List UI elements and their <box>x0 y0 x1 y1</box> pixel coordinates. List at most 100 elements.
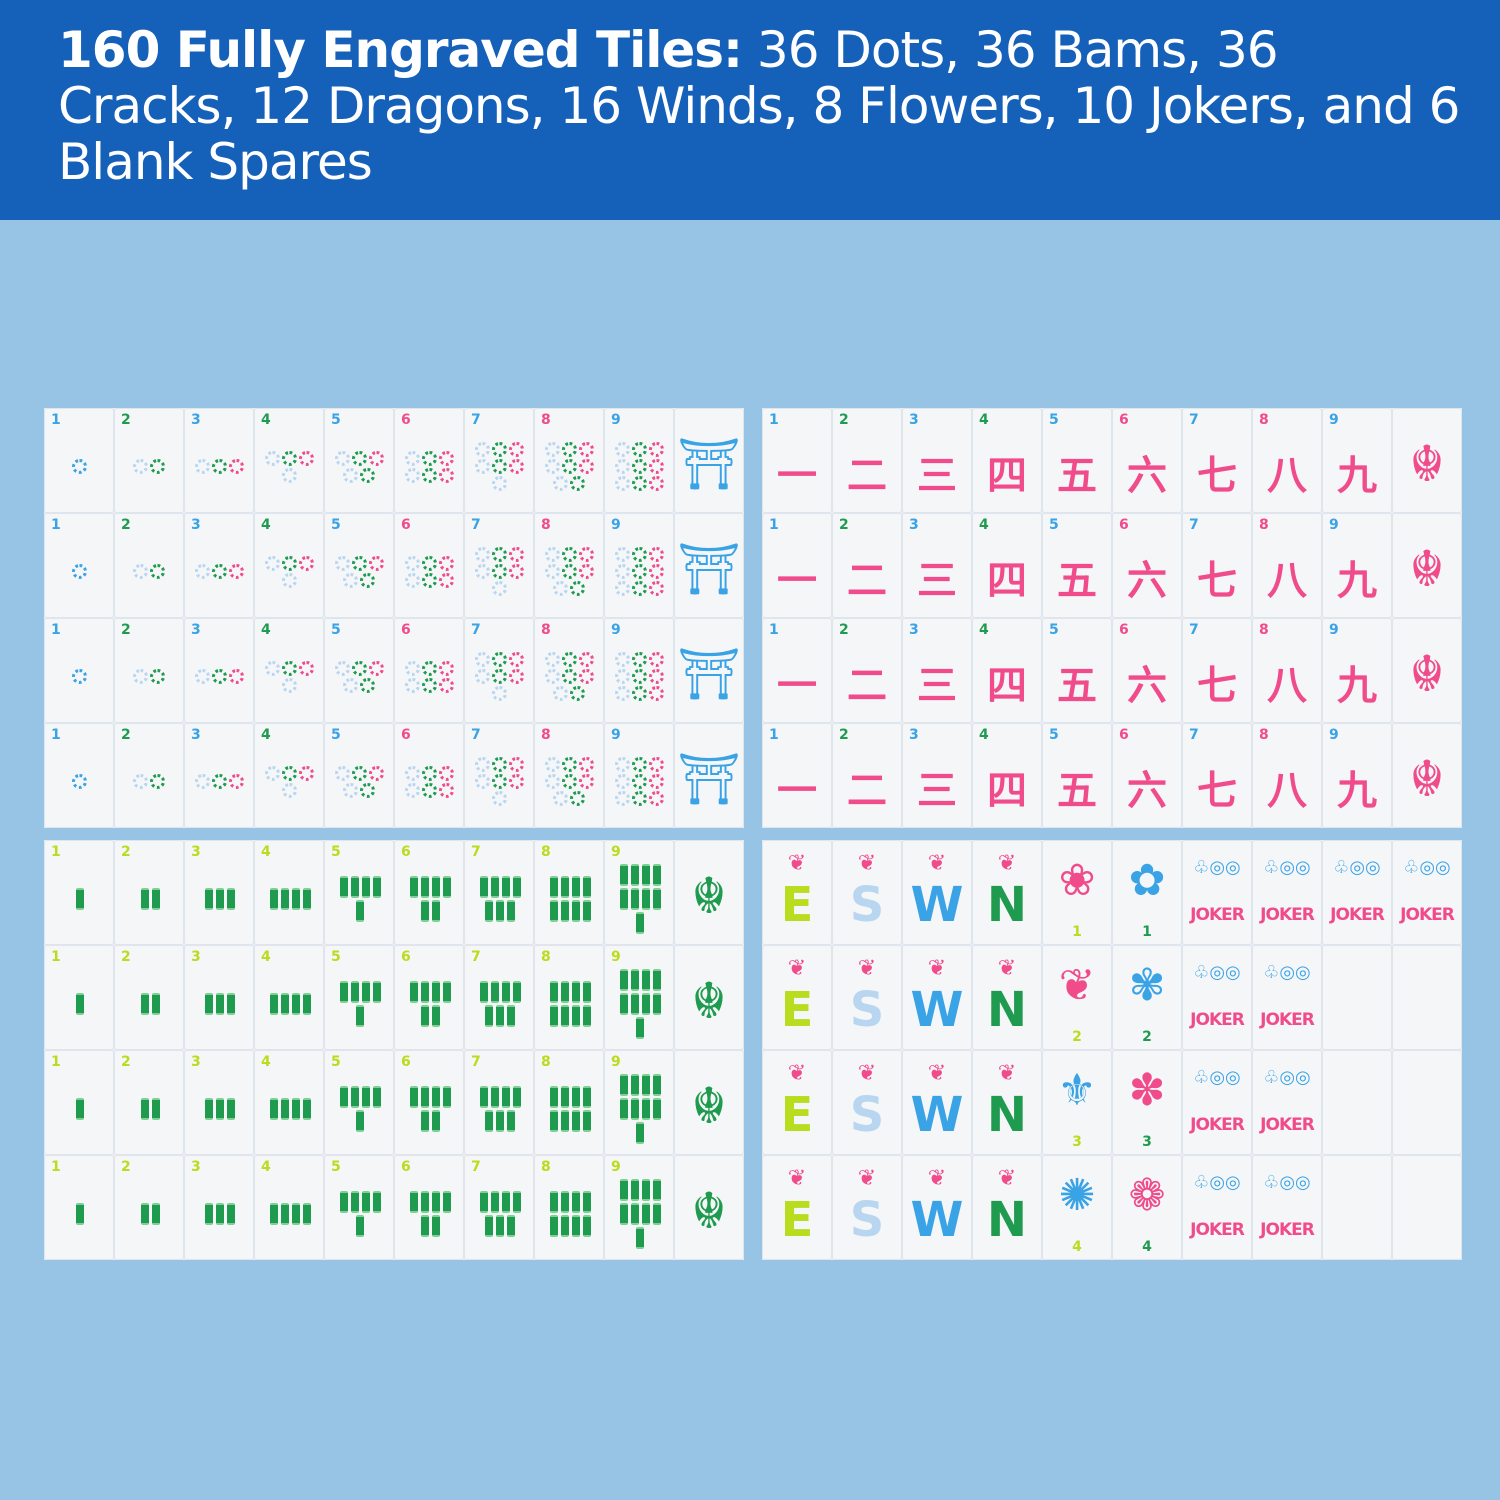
honors-block: ❦ E ❦ S ❦ W ❦ N ❀ 1 ✿ 1 ♧◎◎ JOKER ♧◎◎ JOKER ♧◎◎ JOKER ♧◎◎ J… <box>762 840 1462 1260</box>
tile-number: 3 <box>191 412 201 428</box>
dot <box>491 547 507 562</box>
bamboo-stick <box>652 887 661 910</box>
dot <box>194 669 210 684</box>
bamboo-stick <box>582 1004 591 1027</box>
bamboo-icon <box>265 865 315 932</box>
tile-number: 7 <box>471 727 481 743</box>
dot <box>474 564 490 579</box>
butterfly-icon: ❦ <box>927 1166 947 1191</box>
bamboo-stick <box>501 1085 510 1108</box>
bamboo-stick <box>205 1097 213 1120</box>
flower-icon: ✿ <box>1128 855 1166 906</box>
red-dragon-icon: ☬ <box>1409 435 1445 493</box>
bamboo-stick <box>501 875 510 898</box>
bamboo-stick <box>431 875 440 898</box>
joker-label: JOKER <box>1330 905 1385 925</box>
bams-tile-5: 5 <box>324 945 394 1050</box>
bamboo-stick <box>496 1004 504 1027</box>
tile-number: 7 <box>471 844 481 860</box>
bams-tile-1: 1 <box>44 1050 114 1155</box>
dot <box>281 467 297 483</box>
dot <box>648 581 664 596</box>
bamboo-stick <box>479 875 488 898</box>
dots-icon <box>263 435 315 498</box>
bamboo-stick <box>372 1190 381 1213</box>
tile-number: 2 <box>121 949 131 965</box>
dot <box>343 677 358 693</box>
dot <box>194 564 210 579</box>
dots-tile-2: 2 <box>114 723 184 828</box>
bamboo-stick <box>571 1085 580 1108</box>
bamboo-stick <box>641 1073 650 1096</box>
bams-tile-4: 4 <box>254 945 324 1050</box>
dot <box>491 791 507 806</box>
dot <box>491 686 507 701</box>
dot <box>133 774 148 789</box>
tile-number: 4 <box>261 949 271 965</box>
bams-tile-7: 7 <box>464 1050 534 1155</box>
dot <box>150 774 165 789</box>
dot <box>631 686 647 701</box>
dots-icon <box>53 645 105 708</box>
pavilion-icon: ⛩ <box>677 540 741 598</box>
crack-character: 五 <box>1057 453 1097 499</box>
bamboo-stick <box>496 899 504 922</box>
butterfly-icon: ❦ <box>857 956 877 981</box>
dot <box>491 564 507 579</box>
bamboo-stick <box>269 1097 278 1120</box>
dot <box>334 660 350 676</box>
bamboo-stick <box>641 863 650 886</box>
bamboo-icon <box>615 863 665 934</box>
bamboo-stick <box>582 1085 591 1108</box>
tile-number: 7 <box>471 1054 481 1070</box>
flower-icon: ❦ <box>1058 960 1096 1011</box>
crack-character: 八 <box>1267 768 1307 814</box>
dot <box>648 686 664 701</box>
crack-character: 一 <box>777 558 817 604</box>
dot <box>491 459 507 474</box>
dots-icon <box>193 645 245 708</box>
dot <box>421 782 437 798</box>
crack-character: 八 <box>1267 663 1307 709</box>
tile-number: 3 <box>191 1054 201 1070</box>
dot <box>561 459 577 474</box>
dots-icon <box>473 645 525 708</box>
bamboo-icon <box>265 970 315 1037</box>
bamboo-stick <box>571 1109 580 1132</box>
bamboo-stick <box>76 1202 84 1225</box>
wind-letter: E <box>780 982 814 1038</box>
wind-letter: E <box>780 1087 814 1143</box>
bamboo-stick <box>280 992 289 1015</box>
dot <box>71 774 87 789</box>
dot <box>544 442 560 457</box>
dot <box>578 564 594 579</box>
bamboo-stick <box>409 875 418 898</box>
bamboo-icon <box>545 1075 595 1142</box>
joker-label: JOKER <box>1190 1220 1245 1240</box>
crack-character: 三 <box>917 453 957 499</box>
bamboo-stick <box>560 1004 569 1027</box>
dot <box>264 765 280 781</box>
tile-number: 9 <box>1329 622 1339 638</box>
dot <box>474 652 490 667</box>
tile-number: 4 <box>261 622 271 638</box>
wind-letter: N <box>986 982 1028 1038</box>
tile-number: 5 <box>331 1054 341 1070</box>
bamboo-stick <box>641 1178 650 1201</box>
bamboo-stick <box>560 980 569 1003</box>
tile-number: 6 <box>1119 412 1129 428</box>
dots-tile-7: 7 <box>464 408 534 513</box>
bamboo-stick <box>76 1097 84 1120</box>
header-title-bold: 160 Fully Engraved Tiles: <box>58 21 743 79</box>
bamboo-stick <box>507 1109 515 1132</box>
wind-tile-E: ❦ E <box>762 1050 832 1155</box>
dot <box>474 757 490 772</box>
dots-tile-9: 9 <box>604 513 674 618</box>
dot <box>508 757 524 772</box>
joker-label: JOKER <box>1260 1010 1315 1030</box>
bams-block: 1 2 3 4 5 6 7 8 9 ☬ 1 2 3 4 5 6 7 8 9 ☬ 1 2 3 4 5 6 7 8 9 ☬ 1 2 3 4 5 6 7 8 9 ☬ <box>44 840 744 1260</box>
bamboo-stick <box>582 980 591 1003</box>
